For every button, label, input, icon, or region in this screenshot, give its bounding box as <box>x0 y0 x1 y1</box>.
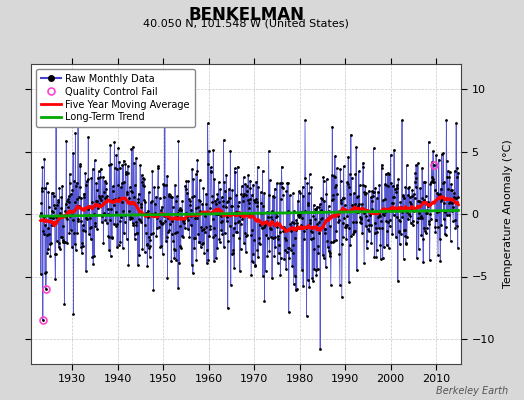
Legend: Raw Monthly Data, Quality Control Fail, Five Year Moving Average, Long-Term Tren: Raw Monthly Data, Quality Control Fail, … <box>36 69 195 127</box>
Text: Berkeley Earth: Berkeley Earth <box>436 386 508 396</box>
Y-axis label: Temperature Anomaly (°C): Temperature Anomaly (°C) <box>503 140 513 288</box>
Text: BENKELMAN: BENKELMAN <box>188 6 304 24</box>
Text: 40.050 N, 101.548 W (United States): 40.050 N, 101.548 W (United States) <box>144 18 349 28</box>
